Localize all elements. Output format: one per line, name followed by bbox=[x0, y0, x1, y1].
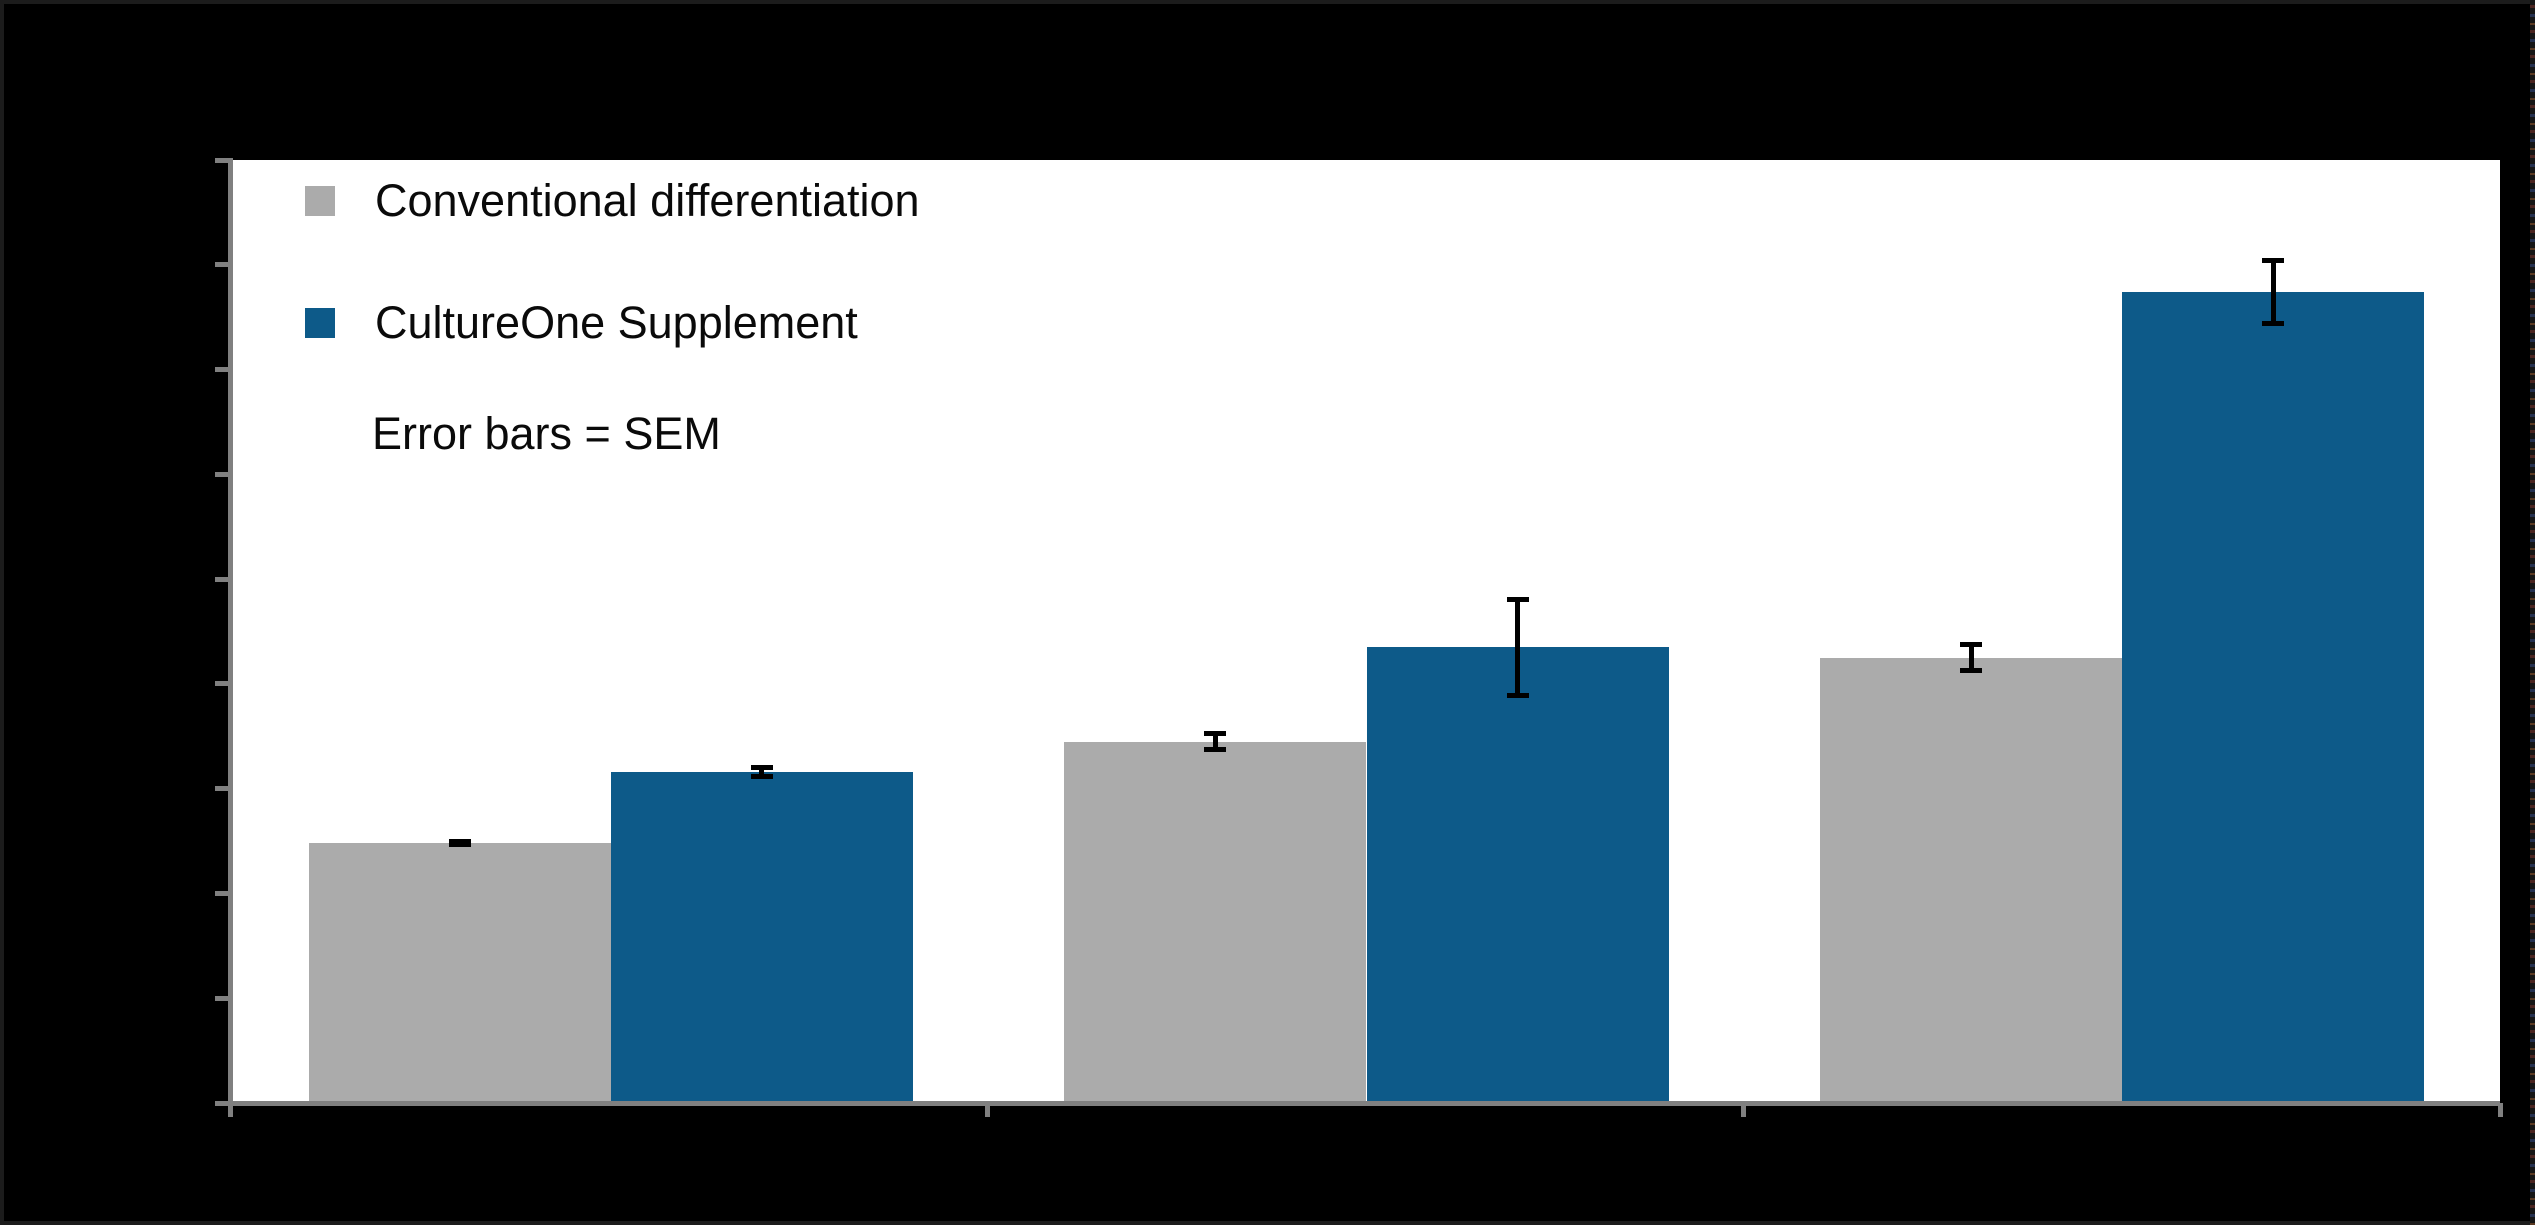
errorbar-s0-g2 bbox=[1960, 641, 1983, 674]
x-axis-line bbox=[228, 1101, 2500, 1106]
error-bar-note: Error bars = SEM bbox=[372, 408, 721, 459]
errorbar-vline bbox=[2270, 258, 2276, 326]
errorbar-cap-bot bbox=[448, 841, 471, 847]
y-tick bbox=[215, 681, 228, 687]
legend-note-row: Error bars = SEM bbox=[372, 403, 721, 465]
bar-s1-g2 bbox=[2122, 292, 2425, 1103]
errorbar-s0-g0 bbox=[448, 839, 471, 847]
bar-s1-g0 bbox=[610, 771, 914, 1103]
errorbar-s0-g1 bbox=[1204, 731, 1227, 752]
errorbar-vline bbox=[1968, 641, 1974, 674]
y-tick bbox=[215, 890, 228, 896]
errorbar-s1-g2 bbox=[2262, 258, 2285, 326]
x-tick bbox=[984, 1103, 990, 1117]
y-axis-line bbox=[228, 158, 233, 1117]
y-tick bbox=[215, 786, 228, 792]
legend-item-conventional: Conventional differentiation bbox=[305, 170, 920, 232]
errorbar-cap-bot bbox=[2262, 320, 2285, 326]
errorbar-cap-bot bbox=[1204, 746, 1227, 752]
errorbar-vline bbox=[759, 764, 765, 780]
right-edge-artifact bbox=[2530, 0, 2535, 1225]
bar-s1-g1 bbox=[1366, 647, 1669, 1103]
errorbar-cap-bot bbox=[1506, 692, 1529, 698]
legend-label-conventional: Conventional differentiation bbox=[375, 175, 920, 226]
x-tick bbox=[1741, 1103, 1746, 1117]
legend-swatch-conventional bbox=[305, 186, 335, 216]
legend-swatch-cultureone bbox=[305, 308, 335, 338]
bar-s0-g2 bbox=[1819, 657, 2123, 1103]
bar-s0-g1 bbox=[1064, 741, 1367, 1103]
bar-s0-g0 bbox=[308, 843, 611, 1103]
legend-label-cultureone: CultureOne Supplement bbox=[375, 297, 858, 348]
y-tick bbox=[215, 262, 228, 268]
y-tick bbox=[215, 1100, 228, 1106]
y-tick bbox=[215, 157, 228, 163]
errorbar-vline bbox=[1212, 731, 1218, 752]
errorbar-s1-g0 bbox=[750, 764, 773, 780]
y-tick bbox=[215, 367, 228, 373]
errorbar-s1-g1 bbox=[1506, 596, 1529, 698]
y-tick bbox=[215, 995, 228, 1001]
errorbar-cap-bot bbox=[1960, 668, 1983, 674]
errorbar-cap-bot bbox=[750, 774, 773, 780]
y-tick bbox=[215, 471, 228, 477]
x-tick bbox=[2497, 1103, 2503, 1117]
y-tick bbox=[215, 576, 228, 582]
legend-item-cultureone: CultureOne Supplement bbox=[305, 292, 858, 354]
errorbar-vline bbox=[1515, 596, 1521, 698]
